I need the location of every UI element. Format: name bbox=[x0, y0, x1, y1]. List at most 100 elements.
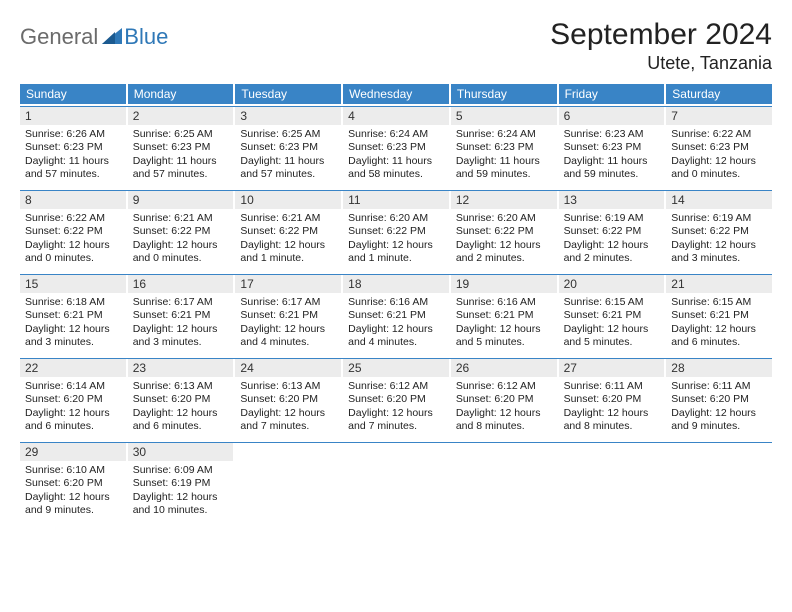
day-body: Sunrise: 6:23 AMSunset: 6:23 PMDaylight:… bbox=[559, 125, 665, 186]
sunrise-text: Sunrise: 6:15 AM bbox=[564, 296, 660, 309]
daylight-text: Daylight: 12 hours and 5 minutes. bbox=[456, 323, 552, 350]
logo-text-general: General bbox=[20, 24, 98, 50]
day-body: Sunrise: 6:13 AMSunset: 6:20 PMDaylight:… bbox=[235, 377, 341, 438]
calendar-week-row: 8Sunrise: 6:22 AMSunset: 6:22 PMDaylight… bbox=[20, 190, 772, 273]
day-body: Sunrise: 6:22 AMSunset: 6:22 PMDaylight:… bbox=[20, 209, 126, 270]
day-number: 5 bbox=[451, 107, 557, 125]
calendar-cell: 17Sunrise: 6:17 AMSunset: 6:21 PMDayligh… bbox=[235, 275, 341, 357]
day-body: Sunrise: 6:11 AMSunset: 6:20 PMDaylight:… bbox=[559, 377, 665, 438]
day-number: 14 bbox=[666, 191, 772, 209]
sunset-text: Sunset: 6:23 PM bbox=[25, 141, 121, 154]
daylight-text: Daylight: 11 hours and 59 minutes. bbox=[456, 155, 552, 182]
daylight-text: Daylight: 12 hours and 5 minutes. bbox=[564, 323, 660, 350]
calendar-cell: 7Sunrise: 6:22 AMSunset: 6:23 PMDaylight… bbox=[666, 107, 772, 189]
day-number: 20 bbox=[559, 275, 665, 293]
day-number: 18 bbox=[343, 275, 449, 293]
calendar-grid: 1Sunrise: 6:26 AMSunset: 6:23 PMDaylight… bbox=[20, 106, 772, 525]
calendar-week-row: 29Sunrise: 6:10 AMSunset: 6:20 PMDayligh… bbox=[20, 442, 772, 525]
sunrise-text: Sunrise: 6:19 AM bbox=[671, 212, 767, 225]
sunrise-text: Sunrise: 6:10 AM bbox=[25, 464, 121, 477]
day-body: Sunrise: 6:18 AMSunset: 6:21 PMDaylight:… bbox=[20, 293, 126, 354]
weekday-wednesday: Wednesday bbox=[343, 84, 449, 104]
calendar-cell: 14Sunrise: 6:19 AMSunset: 6:22 PMDayligh… bbox=[666, 191, 772, 273]
day-body: Sunrise: 6:10 AMSunset: 6:20 PMDaylight:… bbox=[20, 461, 126, 522]
daylight-text: Daylight: 11 hours and 57 minutes. bbox=[133, 155, 229, 182]
sunset-text: Sunset: 6:20 PM bbox=[456, 393, 552, 406]
day-number: 15 bbox=[20, 275, 126, 293]
sunrise-text: Sunrise: 6:22 AM bbox=[671, 128, 767, 141]
daylight-text: Daylight: 12 hours and 4 minutes. bbox=[348, 323, 444, 350]
weekday-monday: Monday bbox=[128, 84, 234, 104]
weekday-friday: Friday bbox=[559, 84, 665, 104]
day-body: Sunrise: 6:25 AMSunset: 6:23 PMDaylight:… bbox=[128, 125, 234, 186]
sunset-text: Sunset: 6:21 PM bbox=[564, 309, 660, 322]
calendar-week-row: 22Sunrise: 6:14 AMSunset: 6:20 PMDayligh… bbox=[20, 358, 772, 441]
day-number: 4 bbox=[343, 107, 449, 125]
day-number: 22 bbox=[20, 359, 126, 377]
calendar-cell: 25Sunrise: 6:12 AMSunset: 6:20 PMDayligh… bbox=[343, 359, 449, 441]
sunset-text: Sunset: 6:20 PM bbox=[133, 393, 229, 406]
daylight-text: Daylight: 11 hours and 57 minutes. bbox=[240, 155, 336, 182]
daylight-text: Daylight: 11 hours and 58 minutes. bbox=[348, 155, 444, 182]
day-body: Sunrise: 6:24 AMSunset: 6:23 PMDaylight:… bbox=[343, 125, 449, 186]
weekday-tuesday: Tuesday bbox=[235, 84, 341, 104]
title-block: September 2024 Utete, Tanzania bbox=[550, 18, 772, 74]
day-number: 25 bbox=[343, 359, 449, 377]
daylight-text: Daylight: 12 hours and 3 minutes. bbox=[133, 323, 229, 350]
sunrise-text: Sunrise: 6:13 AM bbox=[240, 380, 336, 393]
sunset-text: Sunset: 6:22 PM bbox=[348, 225, 444, 238]
day-number: 28 bbox=[666, 359, 772, 377]
calendar-cell: 23Sunrise: 6:13 AMSunset: 6:20 PMDayligh… bbox=[128, 359, 234, 441]
sunset-text: Sunset: 6:21 PM bbox=[671, 309, 767, 322]
sunset-text: Sunset: 6:20 PM bbox=[671, 393, 767, 406]
sunrise-text: Sunrise: 6:12 AM bbox=[348, 380, 444, 393]
daylight-text: Daylight: 12 hours and 2 minutes. bbox=[564, 239, 660, 266]
day-number: 30 bbox=[128, 443, 234, 461]
sunrise-text: Sunrise: 6:17 AM bbox=[133, 296, 229, 309]
calendar-cell: 22Sunrise: 6:14 AMSunset: 6:20 PMDayligh… bbox=[20, 359, 126, 441]
day-number: 21 bbox=[666, 275, 772, 293]
day-body: Sunrise: 6:15 AMSunset: 6:21 PMDaylight:… bbox=[666, 293, 772, 354]
day-body: Sunrise: 6:16 AMSunset: 6:21 PMDaylight:… bbox=[451, 293, 557, 354]
logo-triangle-icon bbox=[102, 26, 122, 49]
sunset-text: Sunset: 6:22 PM bbox=[564, 225, 660, 238]
calendar-cell: 15Sunrise: 6:18 AMSunset: 6:21 PMDayligh… bbox=[20, 275, 126, 357]
calendar-cell bbox=[666, 443, 772, 525]
sunrise-text: Sunrise: 6:11 AM bbox=[671, 380, 767, 393]
weekday-sunday: Sunday bbox=[20, 84, 126, 104]
calendar-cell: 5Sunrise: 6:24 AMSunset: 6:23 PMDaylight… bbox=[451, 107, 557, 189]
location-label: Utete, Tanzania bbox=[550, 53, 772, 74]
calendar-week-row: 1Sunrise: 6:26 AMSunset: 6:23 PMDaylight… bbox=[20, 106, 772, 189]
sunset-text: Sunset: 6:20 PM bbox=[564, 393, 660, 406]
calendar-cell: 21Sunrise: 6:15 AMSunset: 6:21 PMDayligh… bbox=[666, 275, 772, 357]
calendar-cell: 26Sunrise: 6:12 AMSunset: 6:20 PMDayligh… bbox=[451, 359, 557, 441]
day-number: 1 bbox=[20, 107, 126, 125]
sunset-text: Sunset: 6:22 PM bbox=[240, 225, 336, 238]
calendar-cell: 16Sunrise: 6:17 AMSunset: 6:21 PMDayligh… bbox=[128, 275, 234, 357]
sunrise-text: Sunrise: 6:26 AM bbox=[25, 128, 121, 141]
calendar-cell: 10Sunrise: 6:21 AMSunset: 6:22 PMDayligh… bbox=[235, 191, 341, 273]
sunset-text: Sunset: 6:23 PM bbox=[671, 141, 767, 154]
calendar-cell: 18Sunrise: 6:16 AMSunset: 6:21 PMDayligh… bbox=[343, 275, 449, 357]
daylight-text: Daylight: 11 hours and 57 minutes. bbox=[25, 155, 121, 182]
day-number: 9 bbox=[128, 191, 234, 209]
sunrise-text: Sunrise: 6:19 AM bbox=[564, 212, 660, 225]
day-body: Sunrise: 6:20 AMSunset: 6:22 PMDaylight:… bbox=[451, 209, 557, 270]
weekday-header-row: Sunday Monday Tuesday Wednesday Thursday… bbox=[20, 84, 772, 104]
calendar-cell: 19Sunrise: 6:16 AMSunset: 6:21 PMDayligh… bbox=[451, 275, 557, 357]
weekday-saturday: Saturday bbox=[666, 84, 772, 104]
sunrise-text: Sunrise: 6:24 AM bbox=[456, 128, 552, 141]
daylight-text: Daylight: 12 hours and 10 minutes. bbox=[133, 491, 229, 518]
sunset-text: Sunset: 6:21 PM bbox=[240, 309, 336, 322]
sunset-text: Sunset: 6:22 PM bbox=[671, 225, 767, 238]
day-body: Sunrise: 6:17 AMSunset: 6:21 PMDaylight:… bbox=[128, 293, 234, 354]
sunrise-text: Sunrise: 6:17 AM bbox=[240, 296, 336, 309]
daylight-text: Daylight: 12 hours and 6 minutes. bbox=[133, 407, 229, 434]
sunrise-text: Sunrise: 6:25 AM bbox=[133, 128, 229, 141]
sunset-text: Sunset: 6:23 PM bbox=[133, 141, 229, 154]
day-body: Sunrise: 6:19 AMSunset: 6:22 PMDaylight:… bbox=[666, 209, 772, 270]
day-body: Sunrise: 6:21 AMSunset: 6:22 PMDaylight:… bbox=[128, 209, 234, 270]
day-body: Sunrise: 6:16 AMSunset: 6:21 PMDaylight:… bbox=[343, 293, 449, 354]
day-body: Sunrise: 6:19 AMSunset: 6:22 PMDaylight:… bbox=[559, 209, 665, 270]
calendar-cell: 2Sunrise: 6:25 AMSunset: 6:23 PMDaylight… bbox=[128, 107, 234, 189]
